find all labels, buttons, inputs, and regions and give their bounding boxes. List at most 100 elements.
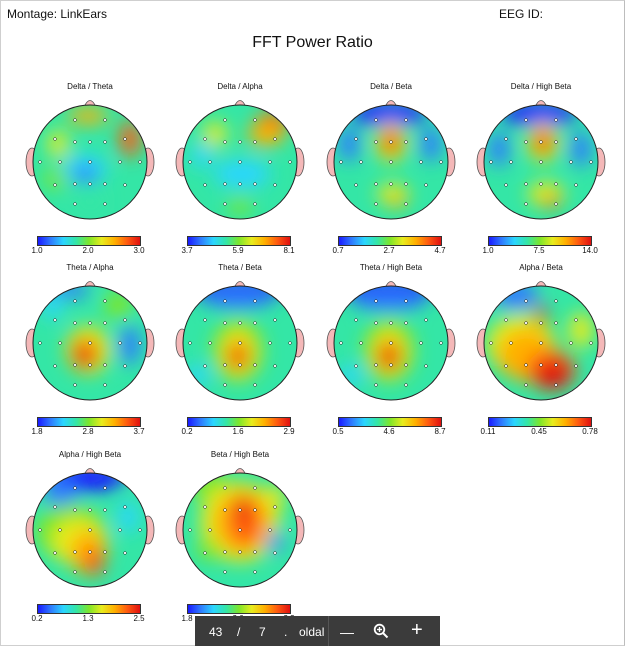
electrode-dot (73, 140, 77, 144)
electrode-dot (288, 341, 292, 345)
field-blob (339, 365, 363, 385)
colorbar-tick-label: 4.7 (434, 246, 446, 255)
head-outline (182, 472, 298, 588)
field-blob (230, 347, 246, 367)
electrode-dot (38, 160, 42, 164)
field-blob (535, 305, 547, 325)
electrode-dot (504, 183, 508, 187)
electrode-dot (539, 182, 543, 186)
electrode-dot (58, 341, 62, 345)
electrode-dot (223, 321, 227, 325)
electrode-dot (73, 202, 77, 206)
electrode-dot (554, 140, 558, 144)
electrode-dot (288, 160, 292, 164)
electrode-dot (253, 321, 257, 325)
topomap-1: Delta / Theta 1.0 2.0 3.0 (15, 82, 165, 262)
electrode-dot (524, 299, 528, 303)
electrode-dot (268, 160, 272, 164)
scalp-map (326, 281, 456, 401)
zoom-icon[interactable] (373, 623, 389, 642)
electrode-dot (223, 299, 227, 303)
colorbar-tick-label: 0.78 (582, 427, 598, 436)
zoom-in-button[interactable]: + (411, 619, 423, 641)
electrode-dot (253, 486, 257, 490)
electrode-dot (73, 118, 77, 122)
electrode-dot (238, 160, 242, 164)
topomap-title: Delta / Alpha (217, 82, 263, 91)
electrode-dot (273, 505, 277, 509)
electrode-dot (88, 528, 92, 532)
electrode-dot (509, 160, 513, 164)
page-number-input[interactable]: 43 (209, 625, 223, 639)
scalp-map (25, 281, 155, 401)
electrode-dot (589, 341, 593, 345)
electrode-dot (268, 341, 272, 345)
electrode-dot (439, 341, 443, 345)
colorbar (488, 236, 592, 246)
head-outline (333, 285, 449, 401)
electrode-dot (58, 160, 62, 164)
field-blob (84, 548, 104, 576)
electrode-dot (424, 318, 428, 322)
colorbar-tick-label: 0.7 (332, 246, 344, 255)
topomap-9: Alpha / High Beta 0.2 1.3 2.5 (15, 450, 165, 630)
electrode-dot (359, 160, 363, 164)
electrode-dot (539, 160, 543, 164)
electrode-dot (554, 299, 558, 303)
field-blob (43, 169, 67, 189)
colorbar-tick-label: 2.8 (82, 427, 94, 436)
page-title: FFT Power Ratio (252, 34, 373, 51)
field-blob (120, 121, 140, 157)
field-blob (192, 144, 212, 168)
electrode-dot (288, 528, 292, 532)
electrode-dot (424, 364, 428, 368)
electrode-dot (223, 182, 227, 186)
topomap-title: Delta / High Beta (510, 82, 572, 91)
electrode-dot (38, 341, 42, 345)
scalp-map (175, 100, 305, 220)
electrode-dot (103, 202, 107, 206)
colorbar-tick-label: 3.7 (133, 427, 145, 436)
electrode-dot (589, 160, 593, 164)
electrode-dot (88, 363, 92, 367)
electrode-dot (103, 508, 107, 512)
field-blob (265, 485, 285, 509)
electrode-dot (524, 140, 528, 144)
electrode-dot (88, 321, 92, 325)
electrode-dot (118, 160, 122, 164)
zoom-out-button[interactable]: — (340, 624, 354, 640)
field-blob (339, 126, 359, 162)
electrode-dot (404, 363, 408, 367)
field-blob (196, 540, 220, 560)
head-outline (182, 104, 298, 220)
field-blob (353, 291, 425, 311)
page-label: oldal (299, 625, 325, 639)
electrode-dot (53, 318, 57, 322)
field-blob (214, 160, 270, 188)
scalp-map (476, 281, 606, 401)
electrode-dot (73, 321, 77, 325)
electrode-dot (103, 363, 107, 367)
field-blob (389, 196, 405, 208)
electrode-dot (238, 363, 242, 367)
head-outline (32, 285, 148, 401)
electrode-dot (374, 383, 378, 387)
topomap-title: Delta / Theta (67, 82, 113, 91)
electrode-dot (439, 160, 443, 164)
electrode-dot (374, 118, 378, 122)
electrode-dot (203, 137, 207, 141)
electrode-dot (123, 505, 127, 509)
topomap-7: Theta / High Beta 0.5 4.6 8.7 (316, 263, 466, 443)
electrode-dot (374, 299, 378, 303)
colorbar (37, 604, 141, 614)
electrode-dot (38, 528, 42, 532)
electrode-dot (73, 486, 77, 490)
colorbar-tick-label: 2.0 (82, 246, 94, 255)
electrode-dot (58, 528, 62, 532)
electrode-dot (53, 364, 57, 368)
electrode-dot (238, 341, 242, 345)
electrode-dot (404, 383, 408, 387)
colorbar (187, 236, 291, 246)
electrode-dot (574, 137, 578, 141)
electrode-dot (103, 299, 107, 303)
